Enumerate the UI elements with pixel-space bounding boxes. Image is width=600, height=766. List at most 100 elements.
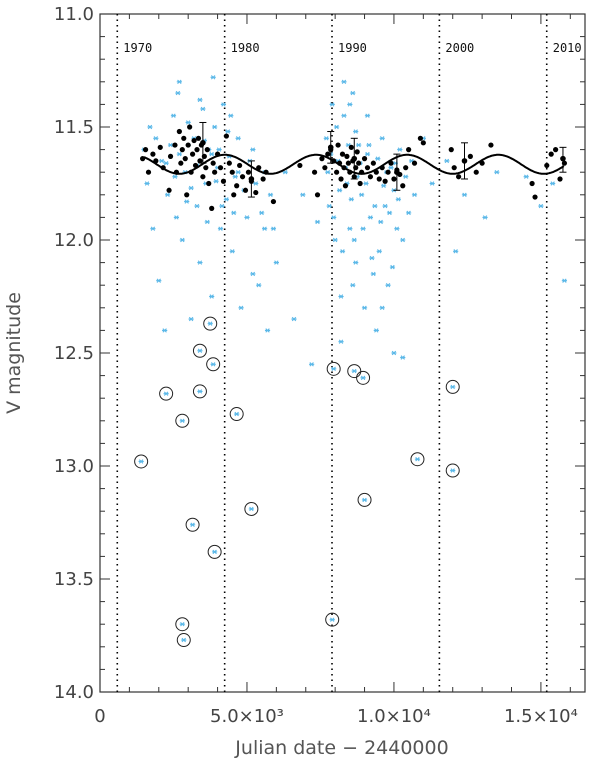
photometric-point-shape: [325, 169, 331, 175]
mean-point: [456, 174, 462, 180]
photometric-point-shape: [267, 192, 274, 198]
photometric-point: [173, 215, 180, 220]
mean-point: [356, 160, 362, 166]
photometric-point: [176, 79, 182, 85]
outlier-circle: [356, 370, 371, 385]
photometric-point-shape: [165, 192, 171, 198]
photometric-point: [175, 90, 181, 96]
mean-point: [370, 160, 376, 166]
outlier-point-shape: [210, 362, 216, 367]
photometric-point: [147, 124, 153, 130]
year-label: 2010: [553, 41, 582, 55]
photometric-point: [291, 316, 297, 322]
photometric-point-shape: [188, 316, 194, 322]
photometric-point-shape: [176, 151, 182, 157]
photometric-point: [406, 210, 412, 216]
photometric-point: [329, 102, 335, 107]
photometric-point-shape: [231, 210, 237, 216]
mean-point: [448, 147, 454, 153]
photometric-point: [194, 203, 200, 209]
mean-point: [319, 156, 325, 162]
mean-point: [206, 180, 212, 187]
mean-point: [191, 137, 197, 144]
photometric-point: [235, 136, 241, 141]
photometric-point-shape: [386, 210, 393, 216]
photometric-point: [523, 174, 529, 179]
outlier-point-shape: [181, 637, 187, 643]
mean-point: [140, 156, 146, 162]
outlier-point-shape: [207, 321, 213, 326]
photometric-point: [231, 210, 237, 216]
photometric-point: [389, 264, 396, 270]
error-bar-point: [394, 169, 400, 175]
photometric-point: [453, 249, 459, 254]
photometric-point-shape: [397, 147, 403, 152]
outlier-circle: [325, 612, 340, 627]
outlier-point-shape: [197, 389, 203, 394]
mean-point: [344, 153, 350, 159]
photometric-point-shape: [348, 197, 354, 202]
photometric-point-shape: [411, 192, 418, 198]
mean-point: [231, 192, 237, 198]
photometric-point: [400, 355, 406, 360]
mean-point: [187, 124, 193, 130]
photometric-point-shape: [336, 188, 343, 193]
photometric-point-shape: [381, 183, 387, 188]
photometric-point-shape: [163, 160, 169, 166]
photometric-point: [253, 181, 259, 186]
mean-point: [157, 144, 163, 150]
photometric-point-shape: [364, 151, 371, 157]
outlier-point-shape: [361, 497, 368, 503]
photometric-point-shape: [194, 203, 200, 209]
x-tick-label: 1.0×10⁴: [357, 706, 431, 727]
photometric-point: [363, 181, 369, 186]
y-tick-label: 13.5: [54, 569, 94, 590]
x-axis-title: Julian date − 2440000: [234, 737, 448, 759]
photometric-point: [235, 169, 241, 175]
photometric-point-shape: [264, 328, 271, 333]
photometric-point: [216, 147, 222, 152]
mean-point: [166, 187, 172, 193]
photometric-point-shape: [429, 181, 435, 186]
photometric-point-shape: [461, 192, 468, 198]
x-tick-label: 1.5×10⁴: [504, 706, 578, 727]
mean-point: [557, 176, 563, 182]
photometric-point-shape: [338, 339, 344, 344]
outlier-point: [331, 366, 337, 372]
photometric-point-shape: [238, 305, 244, 311]
photometric-point: [394, 226, 400, 231]
mean-point: [229, 169, 235, 175]
photometric-point-shape: [373, 328, 379, 333]
outlier-point: [234, 411, 240, 417]
outlier-point: [450, 384, 456, 390]
photometric-point-shape: [400, 237, 406, 243]
photometric-point-shape: [561, 278, 568, 283]
mean-point: [226, 160, 232, 166]
y-tick-label: 12.0: [54, 230, 94, 251]
photometric-point-shape: [323, 136, 329, 141]
photometric-point: [185, 120, 191, 125]
photometric-point-shape: [200, 106, 206, 112]
photometric-point: [209, 151, 215, 157]
photometric-point: [338, 294, 344, 299]
mean-point: [181, 135, 187, 141]
photometric-point-shape: [213, 179, 219, 184]
photometric-point-shape: [494, 169, 500, 175]
y-tick-label: 12.5: [54, 343, 94, 364]
outlier-circle: [347, 364, 362, 379]
mean-point: [488, 142, 494, 148]
photometric-point: [348, 197, 354, 202]
photometric-point-shape: [372, 203, 378, 209]
photometric-point: [270, 226, 277, 231]
photometric-point: [339, 249, 346, 254]
photometric-point: [150, 226, 156, 231]
error-bars: [199, 121, 567, 198]
mean-point: [411, 160, 418, 166]
year-label: 1980: [231, 41, 260, 55]
photometric-point: [209, 294, 215, 299]
photometric-point-shape: [347, 102, 353, 107]
photometric-point: [550, 181, 556, 186]
x-tick-label: 0: [94, 706, 105, 727]
photometric-point-shape: [229, 249, 235, 254]
photometric-point-shape: [197, 97, 203, 103]
